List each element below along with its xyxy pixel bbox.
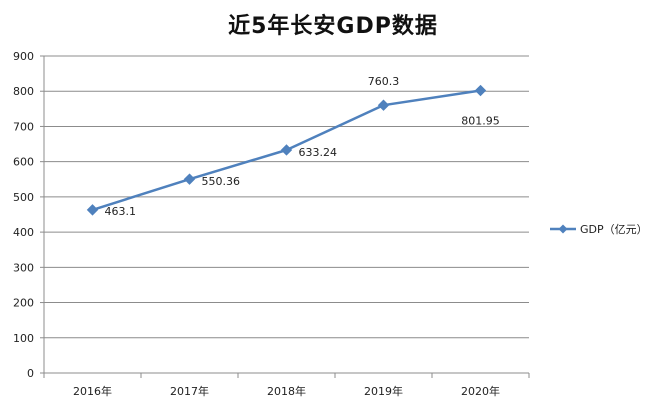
- data-point-marker: [86, 204, 99, 216]
- x-tick-label: 2020年: [461, 384, 500, 398]
- y-tick-label: 200: [13, 297, 34, 310]
- legend: GDP（亿元）: [550, 223, 648, 236]
- gridlines: [44, 55, 529, 339]
- series-layer: [86, 84, 487, 216]
- y-tick-label: 400: [13, 226, 34, 239]
- data-label: 463.1: [105, 205, 137, 218]
- data-label: 633.24: [299, 146, 338, 159]
- data-point-marker: [474, 84, 487, 97]
- axes: 0 100 200 300 400 500 600 700 800 900 2016年 2017年 20…: [13, 50, 530, 398]
- y-tick-label: 500: [13, 191, 34, 204]
- x-tick-label: 2017年: [170, 384, 209, 398]
- data-label: 760.3: [368, 75, 400, 88]
- y-tick-label: 700: [13, 120, 34, 133]
- chart-title: 近5年长安GDP数据: [228, 14, 438, 39]
- x-tick-label: 2016年: [73, 384, 112, 398]
- y-tick-label: 0: [27, 367, 34, 380]
- data-point-marker: [377, 99, 390, 111]
- data-label: 801.95: [461, 115, 500, 128]
- x-tick-label: 2018年: [267, 384, 306, 398]
- data-label: 550.36: [202, 175, 241, 188]
- x-tick-label: 2019年: [364, 384, 403, 398]
- legend-label: GDP（亿元）: [580, 223, 648, 236]
- data-point-marker: [280, 144, 293, 156]
- y-tick-label: 800: [13, 85, 34, 98]
- data-point-marker: [183, 173, 196, 185]
- y-tick-label: 100: [13, 332, 34, 345]
- y-tick-label: 900: [13, 50, 34, 63]
- y-tick-label: 300: [13, 261, 34, 274]
- legend-marker: [558, 224, 568, 234]
- y-tick-label: 600: [13, 156, 34, 169]
- data-labels: 463.1 550.36 633.24 760.3 801.95: [105, 75, 500, 218]
